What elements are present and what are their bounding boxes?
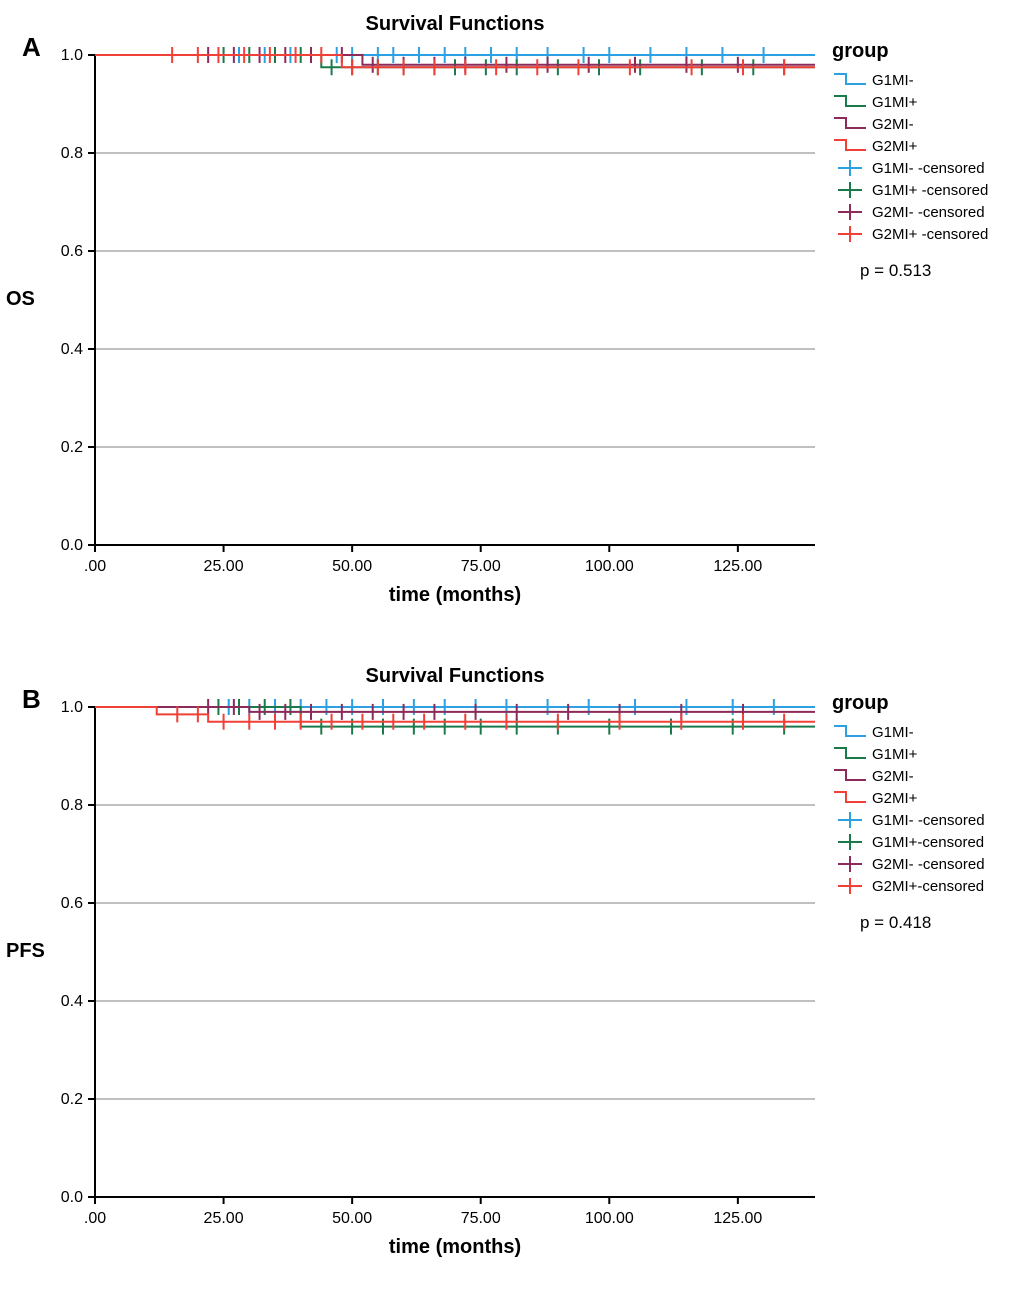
y-tick-label: 0.4: [61, 993, 83, 1010]
legend-label: G2MI- -censored: [872, 856, 985, 873]
chart-title: Survival Functions: [366, 665, 545, 687]
legend-item: G1MI+-censored: [832, 831, 985, 853]
legend-step-icon: [832, 136, 868, 156]
x-tick-label: 25.00: [204, 558, 244, 575]
x-tick-label: .00: [84, 558, 106, 575]
panel-B: B PFS Survival Functions .00 25.00 50.00 75.00…: [0, 652, 1020, 1304]
legend-label: G2MI-: [872, 116, 914, 133]
x-tick-label: 75.00: [461, 1210, 501, 1227]
legend-item: G1MI+: [832, 91, 988, 113]
y-axis-label: PFS: [6, 940, 45, 963]
y-tick-label: 0.6: [61, 243, 83, 260]
x-tick-label: 50.00: [332, 1210, 372, 1227]
legend-step-icon: [832, 114, 868, 134]
legend-label: G1MI-: [872, 724, 914, 741]
y-tick-label: 0.0: [61, 537, 83, 554]
legend-step-icon: [832, 788, 868, 808]
y-tick-label: 1.0: [61, 699, 83, 716]
legend-item: G1MI-: [832, 721, 985, 743]
y-tick-label: 0.8: [61, 145, 83, 162]
p-value: p = 0.513: [860, 261, 931, 281]
y-tick-label: 0.2: [61, 1091, 83, 1108]
legend-plus-icon: [832, 158, 868, 178]
y-tick-label: 1.0: [61, 47, 83, 64]
x-tick-label: 100.00: [585, 558, 634, 575]
legend-plus-icon: [832, 202, 868, 222]
legend-item: G2MI- -censored: [832, 853, 985, 875]
x-tick-label: 25.00: [204, 1210, 244, 1227]
legend-label: G1MI+: [872, 94, 917, 111]
x-tick-label: .00: [84, 1210, 106, 1227]
panel-label: B: [22, 684, 41, 715]
x-tick-label: 125.00: [713, 1210, 762, 1227]
legend-plus-icon: [832, 810, 868, 830]
legend-item: G2MI+: [832, 787, 985, 809]
legend: group G1MI- G1MI+ G2MI- G2MI+ G1MI- -censored…: [832, 692, 985, 897]
legend-label: G1MI- -censored: [872, 812, 985, 829]
legend-item: G2MI-: [832, 765, 985, 787]
chart-title: Survival Functions: [366, 13, 545, 35]
legend-label: G2MI+: [872, 138, 917, 155]
legend-item: G1MI-: [832, 69, 988, 91]
legend-plus-icon: [832, 876, 868, 896]
legend-label: G2MI+-censored: [872, 878, 984, 895]
legend-step-icon: [832, 92, 868, 112]
x-tick-label: 100.00: [585, 1210, 634, 1227]
legend-title: group: [832, 692, 985, 715]
y-axis-label: OS: [6, 288, 35, 311]
legend-label: G2MI- -censored: [872, 204, 985, 221]
p-value: p = 0.418: [860, 913, 931, 933]
x-tick-label: 75.00: [461, 558, 501, 575]
legend-label: G2MI-: [872, 768, 914, 785]
legend-label: G2MI+: [872, 790, 917, 807]
legend-plus-icon: [832, 832, 868, 852]
y-tick-label: 0.2: [61, 439, 83, 456]
y-tick-label: 0.6: [61, 895, 83, 912]
x-tick-label: 50.00: [332, 558, 372, 575]
legend-item: G1MI- -censored: [832, 809, 985, 831]
legend-step-icon: [832, 722, 868, 742]
legend-item: G2MI- -censored: [832, 201, 988, 223]
legend-label: G1MI+ -censored: [872, 182, 988, 199]
legend-item: G2MI+-censored: [832, 875, 985, 897]
legend-step-icon: [832, 766, 868, 786]
y-tick-label: 0.8: [61, 797, 83, 814]
legend-item: G1MI+ -censored: [832, 179, 988, 201]
legend-plus-icon: [832, 180, 868, 200]
legend-item: G1MI+: [832, 743, 985, 765]
x-axis-label: time (months): [389, 584, 521, 606]
legend-label: G1MI+: [872, 746, 917, 763]
legend-item: G2MI-: [832, 113, 988, 135]
legend-item: G1MI- -censored: [832, 157, 988, 179]
legend-item: G2MI+ -censored: [832, 223, 988, 245]
panel-A: A OS Survival Functions .00 25.00 50.00 75.00 1…: [0, 0, 1020, 652]
legend-plus-icon: [832, 224, 868, 244]
legend-item: G2MI+: [832, 135, 988, 157]
y-tick-label: 0.0: [61, 1189, 83, 1206]
legend-step-icon: [832, 744, 868, 764]
panel-label: A: [22, 32, 41, 63]
legend-label: G2MI+ -censored: [872, 226, 988, 243]
x-axis-label: time (months): [389, 1236, 521, 1258]
legend-label: G1MI- -censored: [872, 160, 985, 177]
km-curve: [95, 707, 815, 722]
legend-plus-icon: [832, 854, 868, 874]
legend: group G1MI- G1MI+ G2MI- G2MI+ G1MI- -censored…: [832, 40, 988, 245]
legend-step-icon: [832, 70, 868, 90]
legend-label: G1MI-: [872, 72, 914, 89]
km-curve: [95, 707, 815, 727]
y-tick-label: 0.4: [61, 341, 83, 358]
legend-label: G1MI+-censored: [872, 834, 984, 851]
x-tick-label: 125.00: [713, 558, 762, 575]
legend-title: group: [832, 40, 988, 63]
